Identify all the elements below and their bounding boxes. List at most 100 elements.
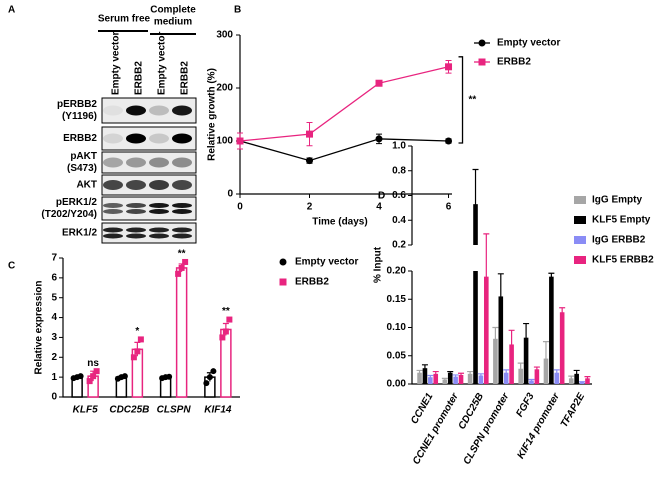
bar: [518, 368, 523, 384]
error-bar: [528, 378, 535, 382]
error-bar: [497, 273, 504, 320]
y-tick-label: 0.10: [387, 322, 407, 333]
bar: [493, 338, 498, 384]
error-bar: [447, 370, 454, 374]
data-point: [206, 374, 213, 381]
blot-band: [126, 133, 146, 144]
blot-band: [149, 203, 169, 208]
panel-label: B: [234, 5, 241, 16]
blot-band: [172, 233, 192, 239]
x-tick-label: CDC25B: [109, 405, 149, 416]
error-bar: [508, 329, 515, 359]
error-bar: [548, 272, 555, 281]
blot-band: [172, 180, 192, 190]
y-tick-label: 100: [216, 136, 233, 147]
blot-band: [172, 227, 192, 233]
bar: [579, 382, 585, 384]
bar: [559, 312, 565, 384]
error-bar: [452, 374, 459, 379]
y-tick-label: 3: [51, 332, 57, 343]
error-bar: [503, 369, 510, 376]
data-point: [182, 258, 189, 265]
bar: [433, 373, 439, 384]
data-point: [121, 373, 128, 380]
blot-frame: [101, 151, 197, 174]
data-point: [375, 135, 383, 143]
bar: [554, 372, 560, 384]
blot-band: [103, 209, 123, 214]
annotation: **: [469, 95, 477, 106]
data-point: [210, 368, 217, 375]
data-point: [134, 348, 141, 355]
row-label: ERK1/2: [62, 228, 97, 239]
bar: [467, 373, 473, 384]
y-axis-label: % Input: [373, 246, 384, 283]
blot-frame: [101, 126, 197, 151]
error-bar: [553, 369, 560, 376]
y-tick-label: 5: [51, 292, 57, 303]
bar: [442, 379, 448, 384]
lane-label: ERBB2: [180, 61, 191, 95]
data-point: [219, 334, 226, 341]
data-point: [226, 316, 233, 323]
error-bar: [584, 376, 591, 381]
data-point: [166, 373, 173, 380]
data-point: [77, 373, 84, 380]
legend-label: Empty vector: [295, 257, 358, 268]
blot-band: [149, 105, 169, 116]
data-point: [178, 264, 185, 271]
blot-band: [126, 227, 146, 233]
error-bar: [421, 364, 428, 372]
legend-swatch: [574, 216, 586, 224]
blot-band: [149, 233, 169, 239]
y-tick-label: 0: [51, 392, 57, 403]
blot-band: [103, 227, 123, 233]
error-bar: [568, 375, 575, 381]
blot-band: [172, 203, 192, 208]
blot-band: [126, 209, 146, 214]
row-label: pERBB2: [57, 99, 97, 110]
series-line: [239, 138, 449, 162]
data-point: [137, 336, 144, 343]
panel-label: D: [378, 191, 385, 202]
legend-label: KLF5 Empty: [592, 215, 651, 226]
bar: [509, 344, 514, 384]
bar: [417, 372, 422, 384]
bar: [458, 374, 464, 384]
error-bar: [579, 381, 586, 383]
legend-marker: [478, 39, 486, 47]
y-tick-label: 2: [51, 352, 57, 363]
data-point: [175, 270, 182, 277]
y-tick-label: 0.8: [392, 165, 406, 176]
row-label: (Y1196): [62, 111, 97, 122]
blot-band: [126, 203, 146, 208]
blot-frame: [101, 222, 197, 244]
bar: [473, 271, 478, 384]
panel-label: A: [8, 5, 15, 16]
blot-band: [103, 133, 123, 144]
blot-band: [126, 180, 146, 190]
y-tick-label: 0.6: [392, 190, 406, 201]
y-tick-label: 300: [216, 30, 233, 41]
row-label: (S473): [67, 163, 97, 174]
y-tick-label: 0.05: [387, 350, 407, 361]
error-bar: [517, 362, 524, 375]
y-tick-label: 0.2: [392, 240, 406, 251]
bar: [529, 380, 534, 384]
y-tick-label: 6: [51, 272, 57, 283]
bar: [523, 337, 529, 384]
error-bar: [427, 374, 434, 379]
data-point: [445, 137, 453, 145]
error-bar: [573, 369, 580, 378]
annotation: ns: [87, 358, 99, 369]
data-point: [445, 63, 453, 71]
data-point: [86, 378, 93, 385]
x-tick-label: KLF5: [73, 405, 98, 416]
x-tick-label: 0: [237, 202, 243, 213]
y-tick-label: 7: [51, 253, 57, 264]
annotation: *: [135, 326, 139, 337]
y-tick-label: 0.15: [387, 294, 407, 305]
blot-band: [149, 209, 169, 214]
bar: [478, 375, 484, 384]
